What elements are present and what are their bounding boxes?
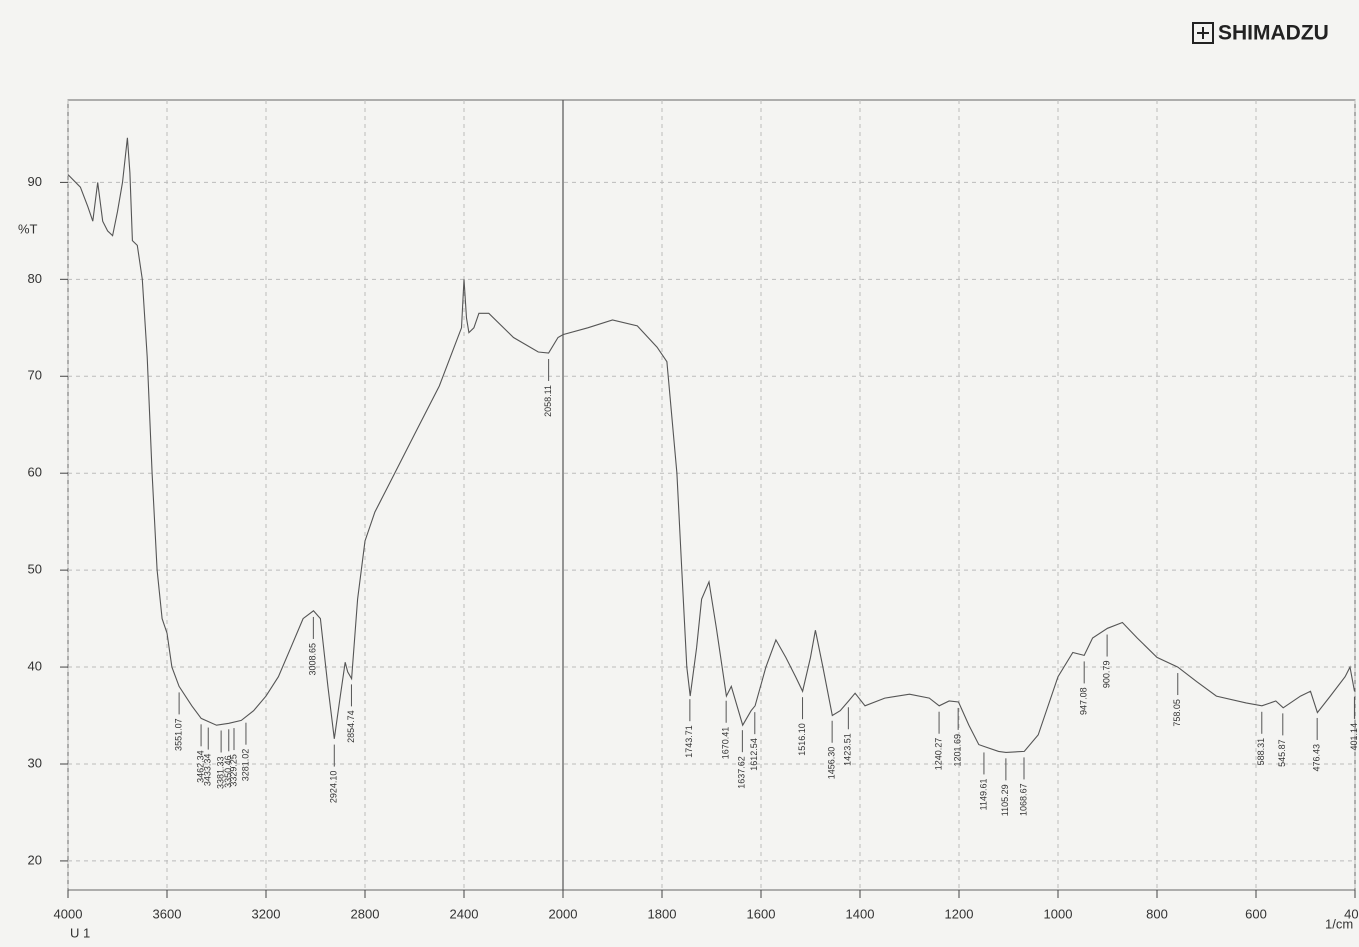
x-tick-label: 1400 xyxy=(846,906,875,921)
y-tick-label: 80 xyxy=(28,271,42,286)
y-tick-label: 50 xyxy=(28,562,42,577)
x-tick-label: 4000 xyxy=(54,906,83,921)
peak-label: 476.43 xyxy=(1312,744,1322,772)
peak-label: 3433.34 xyxy=(203,754,213,787)
peak-label: 588.31 xyxy=(1256,738,1266,766)
series-label: U 1 xyxy=(70,925,90,940)
x-tick-label: 3200 xyxy=(252,906,281,921)
peak-label: 545.87 xyxy=(1277,739,1287,767)
peak-label: 1637.62 xyxy=(737,756,747,789)
peak-label: 1105.29 xyxy=(1000,784,1010,816)
peak-label: 1201.69 xyxy=(953,734,963,767)
peak-label: 3329.25 xyxy=(228,754,238,787)
x-tick-label: 2000 xyxy=(549,906,578,921)
x-tick-label: 2800 xyxy=(351,906,380,921)
peak-label: 2854.74 xyxy=(346,710,356,743)
x-tick-label: 1800 xyxy=(648,906,677,921)
peak-label: 2058.11 xyxy=(543,385,553,417)
peak-label: 1516.10 xyxy=(797,723,807,756)
peak-label: 401.14 xyxy=(1349,723,1359,751)
x-tick-label: 1600 xyxy=(747,906,776,921)
peak-label: 947.08 xyxy=(1079,687,1089,715)
peak-label: 2924.10 xyxy=(329,771,339,804)
y-tick-label: 60 xyxy=(28,465,42,480)
x-tick-label: 1200 xyxy=(945,906,974,921)
brand: SHIMADZU xyxy=(1218,22,1329,45)
y-tick-label: 30 xyxy=(28,755,42,770)
spectrum-line xyxy=(67,137,1356,753)
y-tick-label: 40 xyxy=(28,658,42,673)
peak-label: 1068.67 xyxy=(1018,783,1028,816)
x-tick-label: 400 xyxy=(1344,906,1359,921)
peak-label: 3008.65 xyxy=(308,643,318,676)
peak-label: 1743.71 xyxy=(684,725,694,758)
peak-label: 1456.30 xyxy=(827,747,837,780)
logo-box xyxy=(1192,22,1214,44)
peak-label: 3381.33 xyxy=(215,756,225,789)
peak-label: 3462.34 xyxy=(195,750,205,783)
peak-label: 1423.51 xyxy=(843,733,853,766)
y-tick-label: 90 xyxy=(28,174,42,189)
peak-label: 3281.02 xyxy=(240,749,250,782)
x-axis-label: 1/cm xyxy=(1325,916,1353,931)
x-tick-label: 2400 xyxy=(450,906,479,921)
y-axis-label: %T xyxy=(18,221,38,236)
peak-label: 3350.46 xyxy=(223,755,233,788)
peak-label: 1240.27 xyxy=(933,738,943,771)
x-tick-label: 1000 xyxy=(1044,906,1073,921)
y-tick-label: 70 xyxy=(28,368,42,383)
x-tick-label: 600 xyxy=(1245,906,1267,921)
peak-label: 3551.07 xyxy=(173,718,183,751)
peak-label: 900.79 xyxy=(1101,661,1111,689)
peak-label: 1670.41 xyxy=(721,727,731,760)
y-tick-label: 20 xyxy=(28,852,42,867)
x-tick-label: 3600 xyxy=(153,906,182,921)
x-tick-label: 800 xyxy=(1146,906,1168,921)
peak-label: 1149.61 xyxy=(978,778,988,810)
peak-label: 758.05 xyxy=(1172,699,1182,727)
peak-label: 1612.54 xyxy=(749,738,759,771)
